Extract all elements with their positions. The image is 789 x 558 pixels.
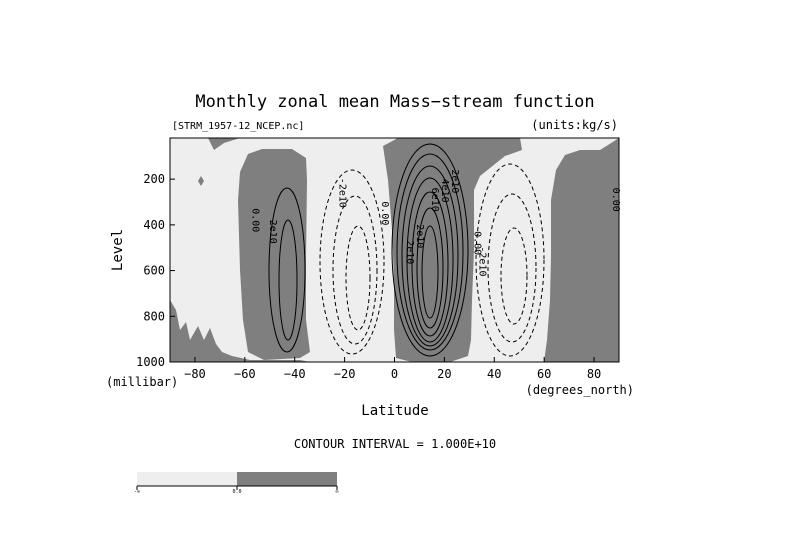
contour-hn-1 bbox=[391, 143, 469, 357]
contour-fn-2 bbox=[487, 193, 537, 343]
x-tick-label: 40 bbox=[487, 367, 501, 381]
contour-label: 2e10 bbox=[267, 220, 278, 244]
contour-label: 4e10 bbox=[439, 179, 450, 203]
contour-interval-text: CONTOUR INTERVAL = 1.000E+10 bbox=[294, 437, 496, 451]
x-tick-label: −60 bbox=[234, 367, 256, 381]
contour-hs-1 bbox=[319, 169, 385, 355]
contour-label: 0.00 bbox=[610, 188, 621, 212]
chart-title: Monthly zonal mean Mass−stream function bbox=[195, 92, 594, 112]
contour-hn-4 bbox=[406, 177, 454, 343]
x-tick-label: −40 bbox=[284, 367, 306, 381]
y-tick-label: 400 bbox=[143, 218, 165, 232]
x-tick-label: 80 bbox=[587, 367, 601, 381]
colorbar-label-max: ∞ bbox=[335, 489, 338, 495]
contour-label: 6e10 bbox=[429, 188, 440, 212]
x-tick-label: −20 bbox=[334, 367, 356, 381]
contour-hs-3 bbox=[345, 225, 371, 331]
x-axis-label: Latitude bbox=[361, 403, 428, 419]
x-axis-unit: (degrees_north) bbox=[526, 383, 634, 397]
contour-label: 0.00 bbox=[249, 208, 260, 232]
contour-south-1 bbox=[268, 187, 306, 353]
negative-contours bbox=[319, 163, 545, 357]
contour-south-2 bbox=[278, 219, 298, 341]
contour-label: 2e10 bbox=[449, 169, 460, 193]
positive-contours bbox=[268, 143, 469, 357]
shade-diamond bbox=[198, 176, 204, 186]
x-tick-label: 60 bbox=[537, 367, 551, 381]
contour-label: 2e10 bbox=[414, 224, 425, 248]
contour-label: -2e10 bbox=[337, 178, 348, 208]
y-tick-label: 1000 bbox=[136, 355, 165, 369]
colorbar-label-min: -∞ bbox=[134, 489, 140, 495]
contour-hs-2 bbox=[332, 195, 378, 345]
y-tick-label: 600 bbox=[143, 264, 165, 278]
contour-hn-7 bbox=[421, 225, 439, 319]
shade-bottom-left bbox=[170, 300, 310, 362]
colorbar-negative bbox=[137, 472, 237, 486]
contour-label: 0.00 bbox=[379, 201, 390, 225]
shade-right-region bbox=[544, 138, 619, 362]
shade-top-left bbox=[170, 138, 240, 150]
colorbar: -∞ 0.0 ∞ bbox=[134, 472, 339, 495]
colorbar-label-mid: 0.0 bbox=[232, 489, 241, 495]
contour-label: 0.00 bbox=[471, 231, 482, 255]
x-tick-label: 20 bbox=[437, 367, 451, 381]
contour-fn-1 bbox=[475, 163, 545, 357]
contour-hn-3 bbox=[401, 165, 459, 347]
contour-label: 2e10 bbox=[404, 240, 415, 264]
colorbar-positive bbox=[237, 472, 337, 486]
x-axis: −80 −60 −40 −20 0 20 40 60 80 bbox=[184, 357, 601, 381]
chart-subtitle-units: (units:kg/s) bbox=[531, 118, 618, 132]
shade-southern-cell bbox=[238, 149, 310, 360]
contour-hn-5 bbox=[411, 191, 449, 337]
x-tick-label: −80 bbox=[184, 367, 206, 381]
contour-hn-6 bbox=[416, 207, 444, 329]
contour-hn-2 bbox=[396, 153, 464, 351]
contour-label: -2e10 bbox=[476, 246, 487, 276]
y-axis-label: Level bbox=[110, 229, 126, 271]
y-tick-label: 800 bbox=[143, 309, 165, 323]
chart-subtitle-file: [STRM_1957-12_NCEP.nc] bbox=[172, 121, 304, 132]
y-axis: 200 400 600 800 1000 bbox=[136, 172, 175, 369]
y-axis-unit: (millibar) bbox=[106, 375, 178, 389]
y-tick-label: 200 bbox=[143, 172, 165, 186]
x-tick-label: 0 bbox=[391, 367, 398, 381]
contour-fn-3 bbox=[500, 227, 528, 325]
